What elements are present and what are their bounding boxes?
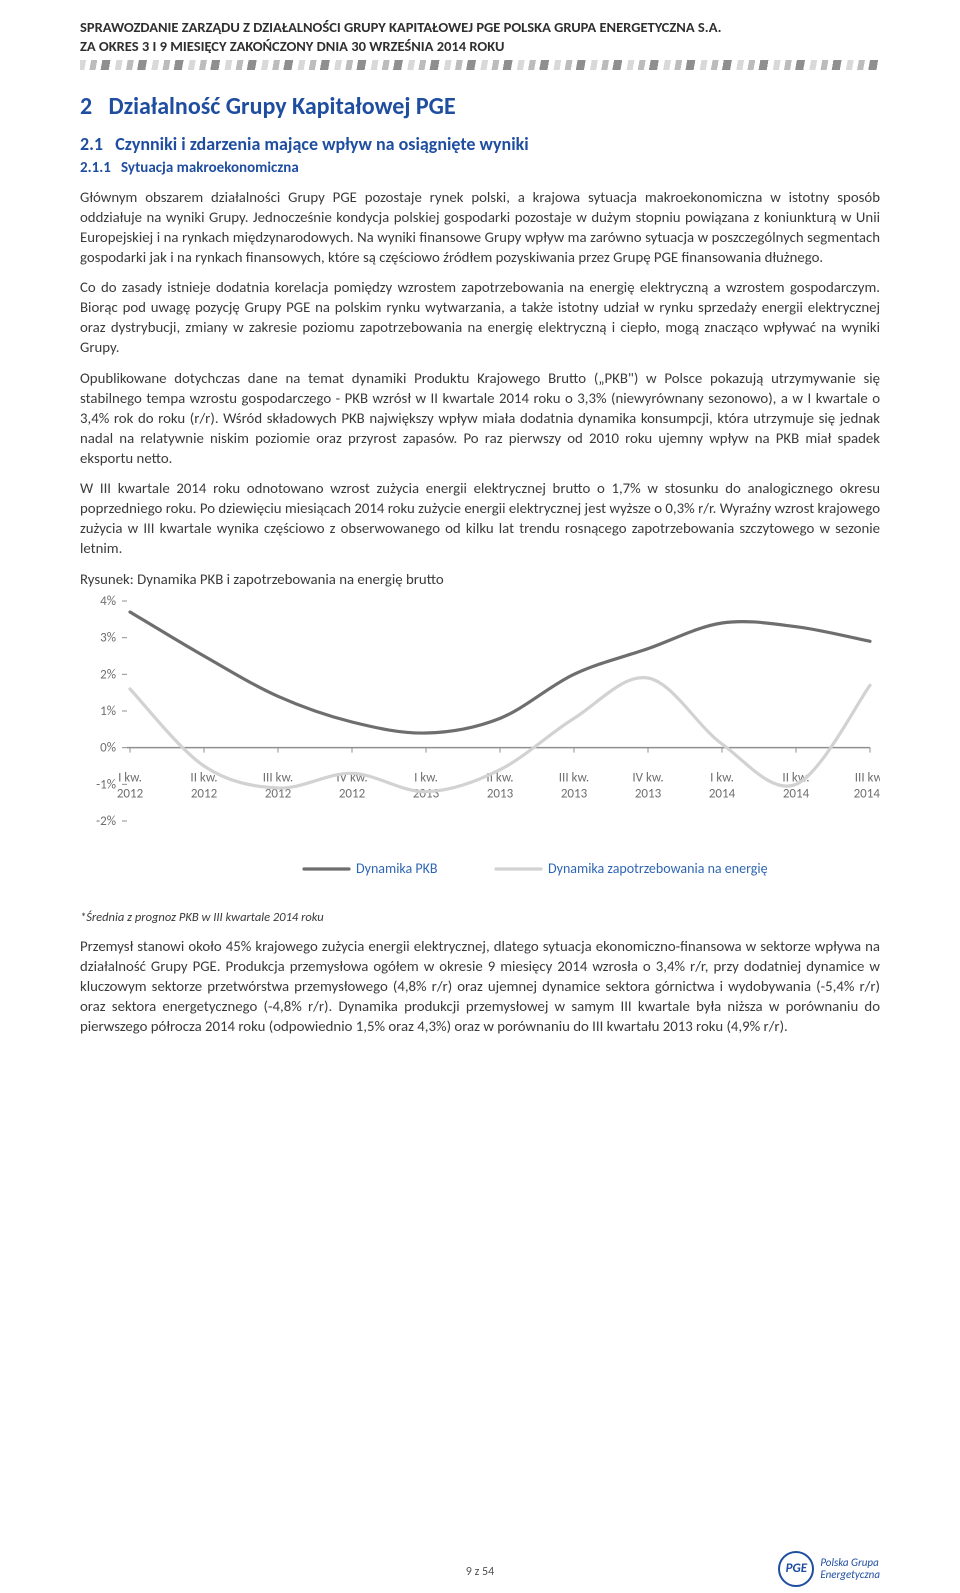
svg-text:I kw.: I kw.	[710, 770, 734, 785]
page-footer: 9 z 54	[80, 1565, 880, 1579]
subsection-heading: 2.1 Czynniki i zdarzenia mające wpływ na…	[80, 133, 880, 155]
svg-text:4%: 4%	[100, 594, 116, 609]
svg-text:I kw.: I kw.	[118, 770, 142, 785]
svg-text:2%: 2%	[100, 667, 116, 682]
svg-text:2013: 2013	[487, 786, 514, 801]
svg-text:2014: 2014	[783, 786, 810, 801]
svg-text:2014: 2014	[709, 786, 736, 801]
section-title: Działalność Grupy Kapitałowej PGE	[108, 92, 455, 121]
svg-text:3%: 3%	[100, 630, 116, 645]
paragraph-4: W III kwartale 2014 roku odnotowano wzro…	[80, 478, 880, 558]
chart-footnote: *Średnia z prognoz PKB w III kwartale 20…	[80, 909, 880, 926]
svg-text:Dynamika PKB: Dynamika PKB	[356, 860, 438, 877]
svg-text:0%: 0%	[100, 740, 116, 755]
svg-text:2013: 2013	[561, 786, 588, 801]
svg-text:1%: 1%	[100, 704, 116, 719]
svg-text:2012: 2012	[191, 786, 218, 801]
subsubsection-heading: 2.1.1 Sytuacja makroekonomiczna	[80, 159, 880, 177]
header-stripe	[80, 60, 880, 70]
pge-logo-subtitle: Polska Grupa Energetyczna	[820, 1557, 880, 1580]
svg-text:-1%: -1%	[96, 777, 116, 792]
subsubsection-title: Sytuacja makroekonomiczna	[121, 159, 299, 177]
svg-text:2012: 2012	[117, 786, 144, 801]
svg-text:2014*: 2014*	[854, 786, 880, 801]
svg-text:Dynamika zapotrzebowania na en: Dynamika zapotrzebowania na energię	[548, 860, 768, 877]
section-heading: 2 Działalność Grupy Kapitałowej PGE	[80, 92, 880, 121]
svg-text:2013: 2013	[413, 786, 440, 801]
svg-text:III kw.: III kw.	[263, 770, 293, 785]
paragraph-2: Co do zasady istnieje dodatnia korelacja…	[80, 277, 880, 357]
svg-text:IV kw.: IV kw.	[632, 770, 663, 785]
figure-caption: Rysunek: Dynamika PKB i zapotrzebowania …	[80, 569, 880, 589]
paragraph-1: Głównym obszarem działalności Grupy PGE …	[80, 187, 880, 267]
report-header-line2: ZA OKRES 3 I 9 MIESIĘCY ZAKOŃCZONY DNIA …	[80, 37, 880, 56]
section-number: 2	[80, 92, 92, 121]
paragraph-3: Opublikowane dotychczas dane na temat dy…	[80, 368, 880, 469]
report-header-line1: SPRAWOZDANIE ZARZĄDU Z DZIAŁALNOŚCI GRUP…	[80, 18, 880, 37]
svg-text:III kw.: III kw.	[855, 770, 880, 785]
svg-text:2012: 2012	[339, 786, 366, 801]
svg-text:I kw.: I kw.	[414, 770, 438, 785]
svg-text:2013: 2013	[635, 786, 662, 801]
page-number: 9 z 54	[466, 1565, 494, 1579]
subsubsection-number: 2.1.1	[80, 159, 111, 177]
svg-text:III kw.: III kw.	[559, 770, 589, 785]
pkb-energy-chart: 4%3%2%1%0%-1%-2%I kw.2012II kw.2012III k…	[80, 591, 880, 891]
pge-logo-sub2: Energetyczna	[820, 1569, 880, 1581]
paragraph-5: Przemysł stanowi około 45% krajowego zuż…	[80, 936, 880, 1037]
subsection-title: Czynniki i zdarzenia mające wpływ na osi…	[115, 133, 528, 155]
pge-logo-circle: PGE	[778, 1551, 814, 1587]
svg-text:-2%: -2%	[96, 814, 116, 829]
pge-logo: PGE Polska Grupa Energetyczna	[778, 1551, 880, 1587]
subsection-number: 2.1	[80, 133, 103, 155]
